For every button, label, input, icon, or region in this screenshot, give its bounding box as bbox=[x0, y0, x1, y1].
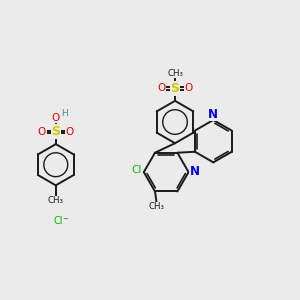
Text: S: S bbox=[51, 125, 60, 138]
Text: O: O bbox=[157, 83, 165, 94]
Text: O: O bbox=[185, 83, 193, 94]
Text: CH₃: CH₃ bbox=[167, 69, 183, 78]
Text: O: O bbox=[65, 127, 74, 137]
Text: S: S bbox=[170, 82, 179, 95]
Text: H: H bbox=[61, 109, 68, 118]
Text: O: O bbox=[51, 112, 59, 123]
Text: Cl: Cl bbox=[54, 216, 64, 226]
Text: N: N bbox=[208, 108, 218, 121]
Text: CH₃: CH₃ bbox=[48, 196, 64, 205]
Text: N: N bbox=[190, 165, 200, 178]
Text: CH₃: CH₃ bbox=[148, 202, 164, 211]
Text: Cl: Cl bbox=[131, 165, 142, 175]
Text: ⁻: ⁻ bbox=[62, 217, 68, 226]
Text: O: O bbox=[38, 127, 46, 137]
